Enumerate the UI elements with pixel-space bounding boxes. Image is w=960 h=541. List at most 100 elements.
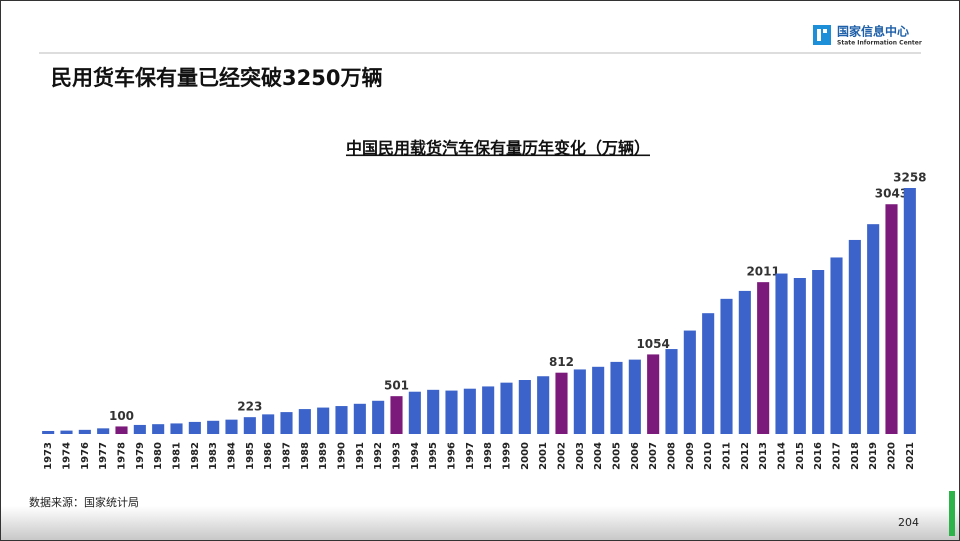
data-label: 223 xyxy=(237,400,262,414)
x-tick-label: 2018 xyxy=(850,442,861,470)
x-tick-label: 1999 xyxy=(502,442,513,470)
bar xyxy=(427,389,440,434)
data-label: 3043 xyxy=(875,187,908,201)
footer-band xyxy=(1,506,959,540)
x-tick-label: 2001 xyxy=(538,442,549,470)
bar xyxy=(207,420,220,434)
bar xyxy=(830,257,843,434)
page-number: 204 xyxy=(898,516,919,529)
bar xyxy=(463,388,476,434)
bar xyxy=(152,424,165,434)
x-tick-label: 1984 xyxy=(227,442,238,470)
x-tick-label: 2014 xyxy=(777,442,788,470)
x-tick-label: 1978 xyxy=(117,442,128,470)
x-tick-label: 1992 xyxy=(373,442,384,470)
chart-title: 中国民用载货汽车保有量历年变化（万辆） xyxy=(346,139,650,158)
x-tick-label: 1990 xyxy=(337,442,348,470)
x-tick-label: 1995 xyxy=(428,442,439,470)
x-tick-label: 1991 xyxy=(355,442,366,470)
bar xyxy=(115,426,128,434)
bar xyxy=(628,359,641,434)
bar xyxy=(298,409,311,434)
x-tick-label: 1993 xyxy=(392,442,403,470)
bar xyxy=(610,361,623,434)
bar xyxy=(647,354,660,434)
bar xyxy=(555,372,568,434)
data-label: 3258 xyxy=(893,171,926,185)
bar xyxy=(390,396,403,434)
x-tick-label: 2006 xyxy=(630,442,641,470)
progress-bar xyxy=(949,491,955,536)
data-label: 812 xyxy=(549,355,574,369)
x-tick-label: 2004 xyxy=(593,442,604,470)
bar xyxy=(702,313,715,434)
x-tick-label: 1987 xyxy=(282,442,293,470)
bar xyxy=(188,421,201,434)
x-tick-label: 2012 xyxy=(740,442,751,470)
x-tick-label: 2015 xyxy=(795,442,806,470)
x-tick-label: 1982 xyxy=(190,442,201,470)
bar xyxy=(848,239,861,434)
bar xyxy=(170,423,183,434)
x-tick-label: 1981 xyxy=(172,442,183,470)
data-label: 2011 xyxy=(746,265,779,279)
x-tick-label: 1980 xyxy=(153,442,164,470)
source-note: 数据来源：国家统计局 xyxy=(29,495,139,509)
bar xyxy=(812,270,825,434)
x-tick-label: 2020 xyxy=(887,442,898,470)
data-label: 501 xyxy=(384,379,409,393)
x-tick-label: 1996 xyxy=(447,442,458,470)
x-tick-label: 1989 xyxy=(318,442,329,470)
bar xyxy=(243,417,256,434)
bar xyxy=(500,382,513,434)
bar xyxy=(280,412,293,434)
x-tick-label: 2008 xyxy=(667,442,678,470)
x-tick-label: 2011 xyxy=(722,442,733,470)
x-tick-label: 2019 xyxy=(868,442,879,470)
bar xyxy=(573,369,586,434)
logo-name: 国家信息中心 xyxy=(837,24,909,39)
x-tick-label: 2017 xyxy=(832,442,843,470)
x-tick-label: 1979 xyxy=(135,442,146,470)
x-tick-label: 1973 xyxy=(43,442,54,470)
bar xyxy=(408,391,421,434)
data-label: 1054 xyxy=(636,337,669,351)
bar xyxy=(518,380,531,434)
bar xyxy=(793,278,806,434)
bar xyxy=(97,428,110,434)
x-tick-label: 1976 xyxy=(80,442,91,470)
bar xyxy=(60,430,73,434)
logo-subtitle: State Information Center xyxy=(837,40,922,47)
x-tick-label: 2002 xyxy=(557,442,568,470)
slide-title: 民用货车保有量已经突破3250万辆 xyxy=(51,66,382,90)
bar xyxy=(537,376,550,434)
x-tick-label: 1994 xyxy=(410,442,421,470)
x-tick-label: 2013 xyxy=(758,442,769,470)
bar xyxy=(683,330,696,434)
bar xyxy=(133,424,146,434)
bar xyxy=(757,282,770,434)
bar xyxy=(262,414,275,434)
x-tick-label: 2003 xyxy=(575,442,586,470)
x-tick-label: 1983 xyxy=(208,442,219,470)
bar xyxy=(885,204,898,434)
x-tick-label: 1977 xyxy=(98,442,109,470)
bar xyxy=(225,419,238,434)
bar xyxy=(903,188,916,434)
bar xyxy=(867,224,880,434)
x-tick-label: 1985 xyxy=(245,442,256,470)
bar xyxy=(738,290,751,434)
x-tick-label: 2007 xyxy=(648,442,659,470)
logo-icon xyxy=(813,25,831,45)
x-tick-label: 2009 xyxy=(685,442,696,470)
bar xyxy=(372,400,385,434)
x-tick-label: 1997 xyxy=(465,442,476,470)
bar xyxy=(42,430,55,434)
bar xyxy=(353,403,366,434)
x-tick-label: 2010 xyxy=(703,442,714,470)
x-tick-label: 2016 xyxy=(813,442,824,470)
bar xyxy=(775,273,788,434)
bar xyxy=(665,349,678,434)
